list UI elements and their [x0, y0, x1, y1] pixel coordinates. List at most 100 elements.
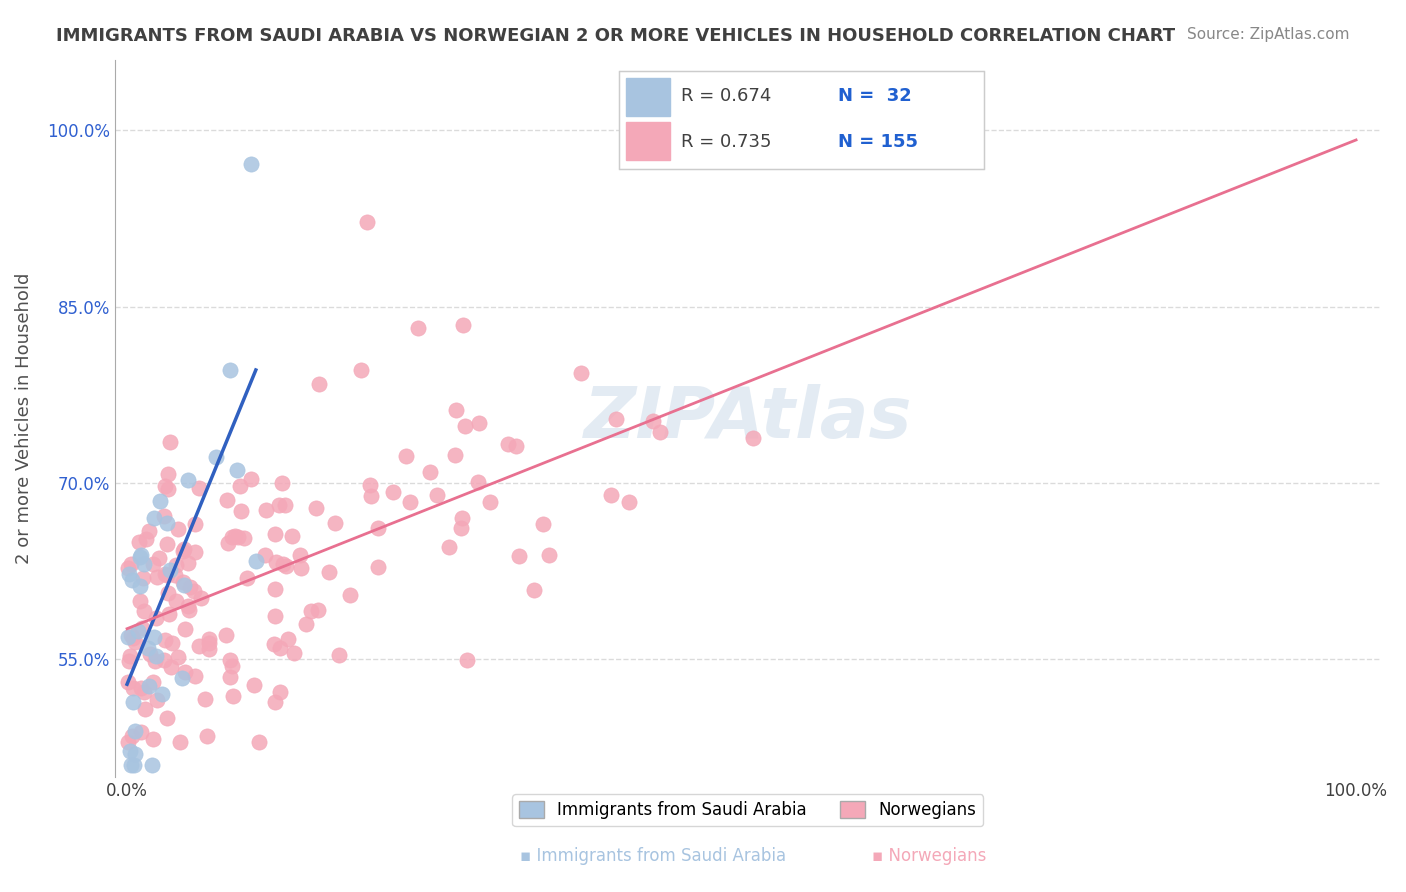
Point	[367, 521, 389, 535]
Y-axis label: 2 or more Vehicles in Household: 2 or more Vehicles in Household	[15, 273, 32, 564]
Point	[142, 675, 165, 690]
Point	[150, 687, 173, 701]
Point	[382, 485, 405, 500]
Point	[221, 659, 243, 673]
Point	[128, 534, 150, 549]
Point	[225, 463, 247, 477]
Point	[183, 584, 205, 599]
Point	[617, 495, 640, 509]
Point	[523, 583, 546, 598]
Point	[159, 563, 181, 577]
Point	[122, 758, 145, 772]
Point	[145, 648, 167, 663]
Point	[318, 566, 340, 580]
Point	[124, 724, 146, 739]
Point	[188, 481, 211, 495]
Point	[117, 674, 139, 689]
Point	[118, 648, 141, 663]
Point	[143, 630, 166, 644]
Point	[219, 363, 242, 377]
Point	[437, 540, 460, 554]
Point	[157, 585, 180, 599]
Text: IMMIGRANTS FROM SAUDI ARABIA VS NORWEGIAN 2 OR MORE VEHICLES IN HOUSEHOLD CORREL: IMMIGRANTS FROM SAUDI ARABIA VS NORWEGIA…	[56, 27, 1175, 45]
Text: R = 0.674: R = 0.674	[681, 87, 770, 105]
Point	[254, 503, 277, 517]
Point	[231, 504, 253, 518]
Point	[187, 639, 209, 653]
Point	[271, 557, 294, 571]
Point	[177, 473, 200, 487]
Point	[141, 758, 163, 772]
Point	[742, 431, 765, 445]
Point	[198, 636, 221, 650]
Text: R = 0.735: R = 0.735	[681, 133, 772, 151]
Point	[263, 694, 285, 708]
Point	[121, 573, 143, 587]
Point	[138, 679, 160, 693]
Point	[173, 542, 195, 557]
Point	[648, 425, 671, 440]
Point	[118, 566, 141, 581]
Point	[253, 548, 276, 562]
Point	[121, 681, 143, 695]
Point	[264, 555, 287, 569]
Point	[149, 493, 172, 508]
Point	[308, 376, 330, 391]
Bar	[626, 78, 669, 116]
Point	[264, 609, 287, 624]
Point	[456, 653, 478, 667]
Point	[406, 321, 429, 335]
Point	[239, 471, 262, 485]
Point	[277, 632, 299, 647]
Point	[605, 412, 627, 426]
Point	[118, 744, 141, 758]
Point	[157, 607, 180, 621]
Point	[305, 501, 328, 516]
Point	[146, 693, 169, 707]
Point	[339, 588, 361, 602]
Point	[419, 465, 441, 479]
Point	[120, 557, 142, 571]
Point	[121, 695, 143, 709]
Point	[120, 628, 142, 642]
Point	[467, 475, 489, 489]
Point	[269, 641, 291, 656]
Point	[247, 734, 270, 748]
Point	[156, 537, 179, 551]
Point	[167, 649, 190, 664]
Point	[156, 467, 179, 481]
Point	[531, 517, 554, 532]
Point	[117, 630, 139, 644]
Point	[153, 479, 176, 493]
Point	[222, 689, 245, 703]
Point	[129, 549, 152, 563]
Point	[128, 579, 150, 593]
Point	[283, 646, 305, 660]
Point	[131, 621, 153, 635]
Point	[444, 448, 467, 462]
Point	[134, 702, 156, 716]
Point	[264, 582, 287, 596]
Bar	[626, 122, 669, 160]
Point	[190, 591, 212, 606]
Point	[451, 318, 474, 333]
Point	[307, 603, 329, 617]
Point	[139, 647, 162, 661]
Point	[395, 449, 418, 463]
Point	[165, 567, 187, 582]
Point	[267, 498, 290, 512]
Point	[269, 685, 291, 699]
Text: ▪ Norwegians: ▪ Norwegians	[872, 847, 986, 865]
Point	[129, 549, 152, 564]
Point	[479, 495, 502, 509]
Point	[173, 543, 195, 558]
Point	[146, 569, 169, 583]
Point	[142, 731, 165, 746]
Text: ZIPAtlas: ZIPAtlas	[583, 384, 912, 453]
Point	[183, 545, 205, 559]
Point	[221, 530, 243, 544]
Point	[240, 157, 263, 171]
Point	[235, 571, 257, 585]
Point	[138, 641, 160, 656]
Point	[132, 604, 155, 618]
